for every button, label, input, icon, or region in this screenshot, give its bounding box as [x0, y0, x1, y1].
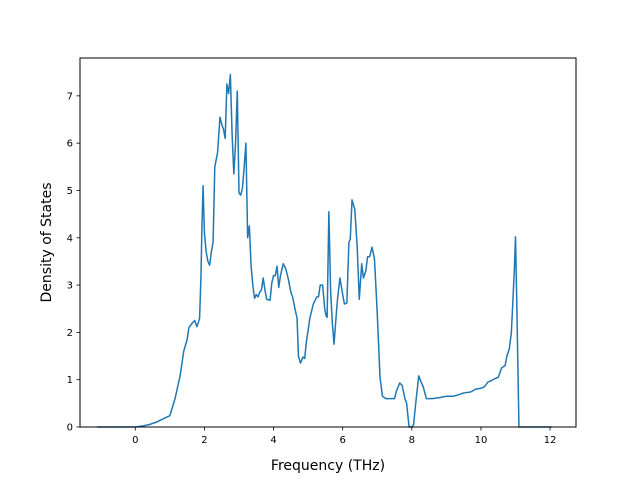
series-layer: [97, 73, 552, 428]
x-axis-ticks: 0 2 4 6 8 10 12: [132, 427, 556, 446]
y-tick-label: 5: [67, 186, 73, 197]
y-tick-label: 3: [67, 281, 73, 292]
y-tick-label: 4: [67, 233, 73, 244]
x-tick-label: 0: [132, 435, 138, 446]
plot-frame: [79, 57, 577, 428]
y-tick-label: 6: [67, 139, 73, 150]
dos-line: [97, 73, 552, 428]
x-tick-label: 6: [340, 435, 346, 446]
x-axis-label: Frequency (THz): [271, 458, 385, 474]
y-axis-label: Density of States: [39, 183, 55, 303]
x-tick-label: 4: [270, 435, 276, 446]
y-tick-label: 7: [67, 91, 73, 102]
y-axis-ticks: 0 1 2 3 4 5 6 7: [67, 91, 80, 434]
y-tick-label: 0: [67, 423, 73, 434]
x-tick-label: 12: [544, 435, 557, 446]
x-tick-label: 10: [475, 435, 488, 446]
x-tick-label: 2: [201, 435, 207, 446]
x-tick-label: 8: [409, 435, 415, 446]
y-tick-label: 1: [67, 375, 73, 386]
y-tick-label: 2: [67, 328, 73, 339]
